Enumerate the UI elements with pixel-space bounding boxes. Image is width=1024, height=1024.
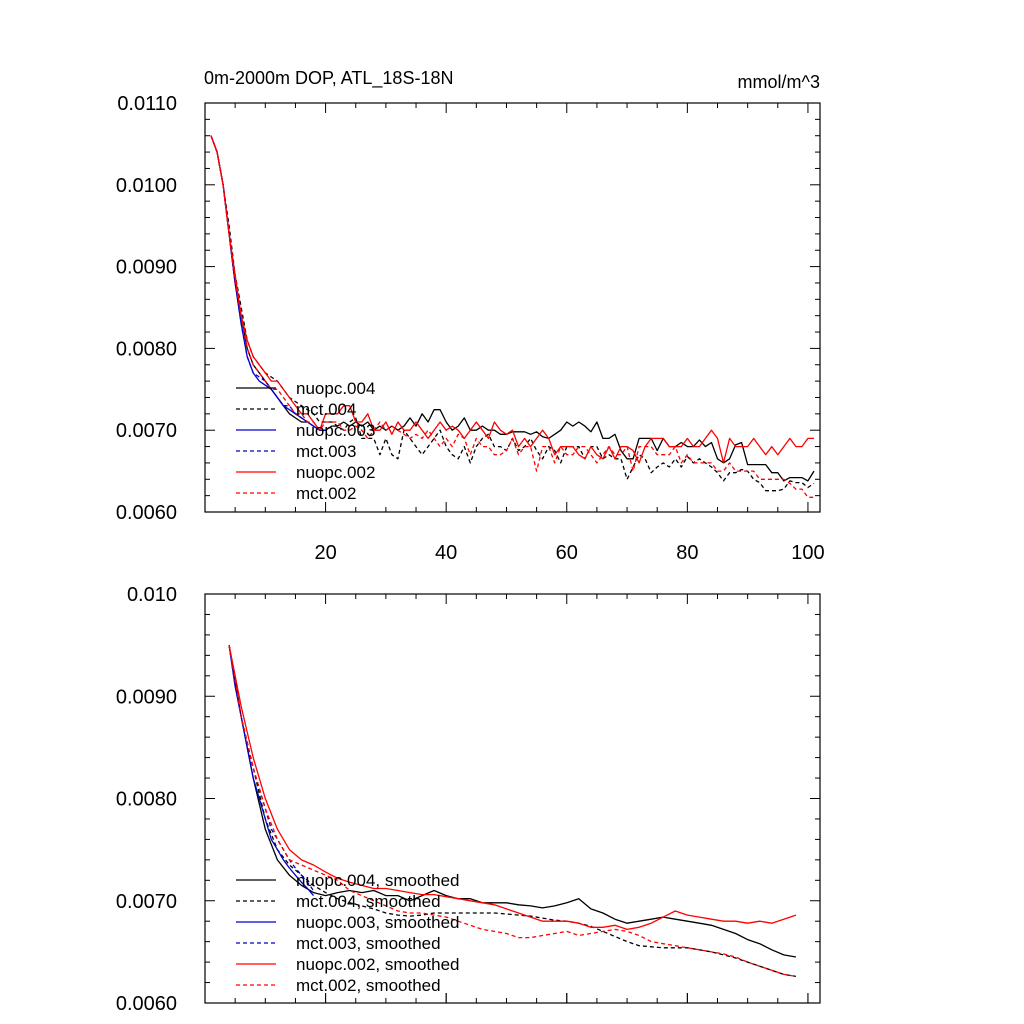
legend-label: mct.004 [296, 400, 356, 419]
legend-label: nuopc.004, smoothed [296, 871, 460, 890]
legend-label: mct.003 [296, 442, 356, 461]
legend-label: mct.002 [296, 484, 356, 503]
top-chart: 20 40 60 80 100 0.0060 0.0070 0.0080 0.0090 0.010… [116, 93, 825, 564]
legend-label: mct.003, smoothed [296, 934, 441, 953]
legend-label: nuopc.003, smoothed [296, 913, 460, 932]
series-line [228, 644, 797, 978]
y-tick-label: 0.0070 [116, 420, 177, 442]
y-tick-label: 0.0090 [116, 257, 177, 279]
x-tick-label: 60 [556, 542, 578, 564]
legend-label: nuopc.002 [296, 463, 375, 482]
legend-label: mct.004, smoothed [296, 892, 441, 911]
legend-label: nuopc.002, smoothed [296, 955, 460, 974]
series-line [228, 644, 797, 978]
series-line [210, 135, 814, 464]
x-tick-label: 40 [435, 542, 457, 564]
plot-frame [204, 102, 821, 513]
x-tick-label: 100 [791, 542, 824, 564]
y-tick-label: 0.0110 [117, 93, 177, 115]
y-tick-label: 0.0060 [116, 993, 177, 1015]
series-line [228, 644, 797, 958]
y-tick-label: 0.0080 [116, 338, 177, 360]
x-tick-label: 80 [676, 542, 698, 564]
series-line [228, 644, 797, 931]
x-tick-label: 20 [314, 542, 336, 564]
y-tick-label: 0.0090 [116, 686, 177, 708]
bottom-chart: 0.0060 0.0070 0.0080 0.0090 0.010 nuopc.004, … [116, 584, 821, 1015]
y-tick-label: 0.0080 [116, 789, 177, 811]
series-line [210, 135, 814, 498]
series-line [228, 645, 315, 891]
legend-label: nuopc.004 [296, 379, 375, 398]
units-label: mmol/m^3 [738, 72, 820, 92]
y-tick-label: 0.010 [127, 584, 177, 606]
y-tick-label: 0.0100 [116, 175, 177, 197]
y-tick-label: 0.0070 [116, 891, 177, 913]
legend-label: mct.002, smoothed [296, 976, 441, 995]
chart-title: 0m-2000m DOP, ATL_18S-18N [204, 68, 453, 89]
legend-label: nuopc.003 [296, 421, 375, 440]
y-tick-label: 0.0060 [116, 502, 177, 524]
series-line [228, 645, 314, 897]
